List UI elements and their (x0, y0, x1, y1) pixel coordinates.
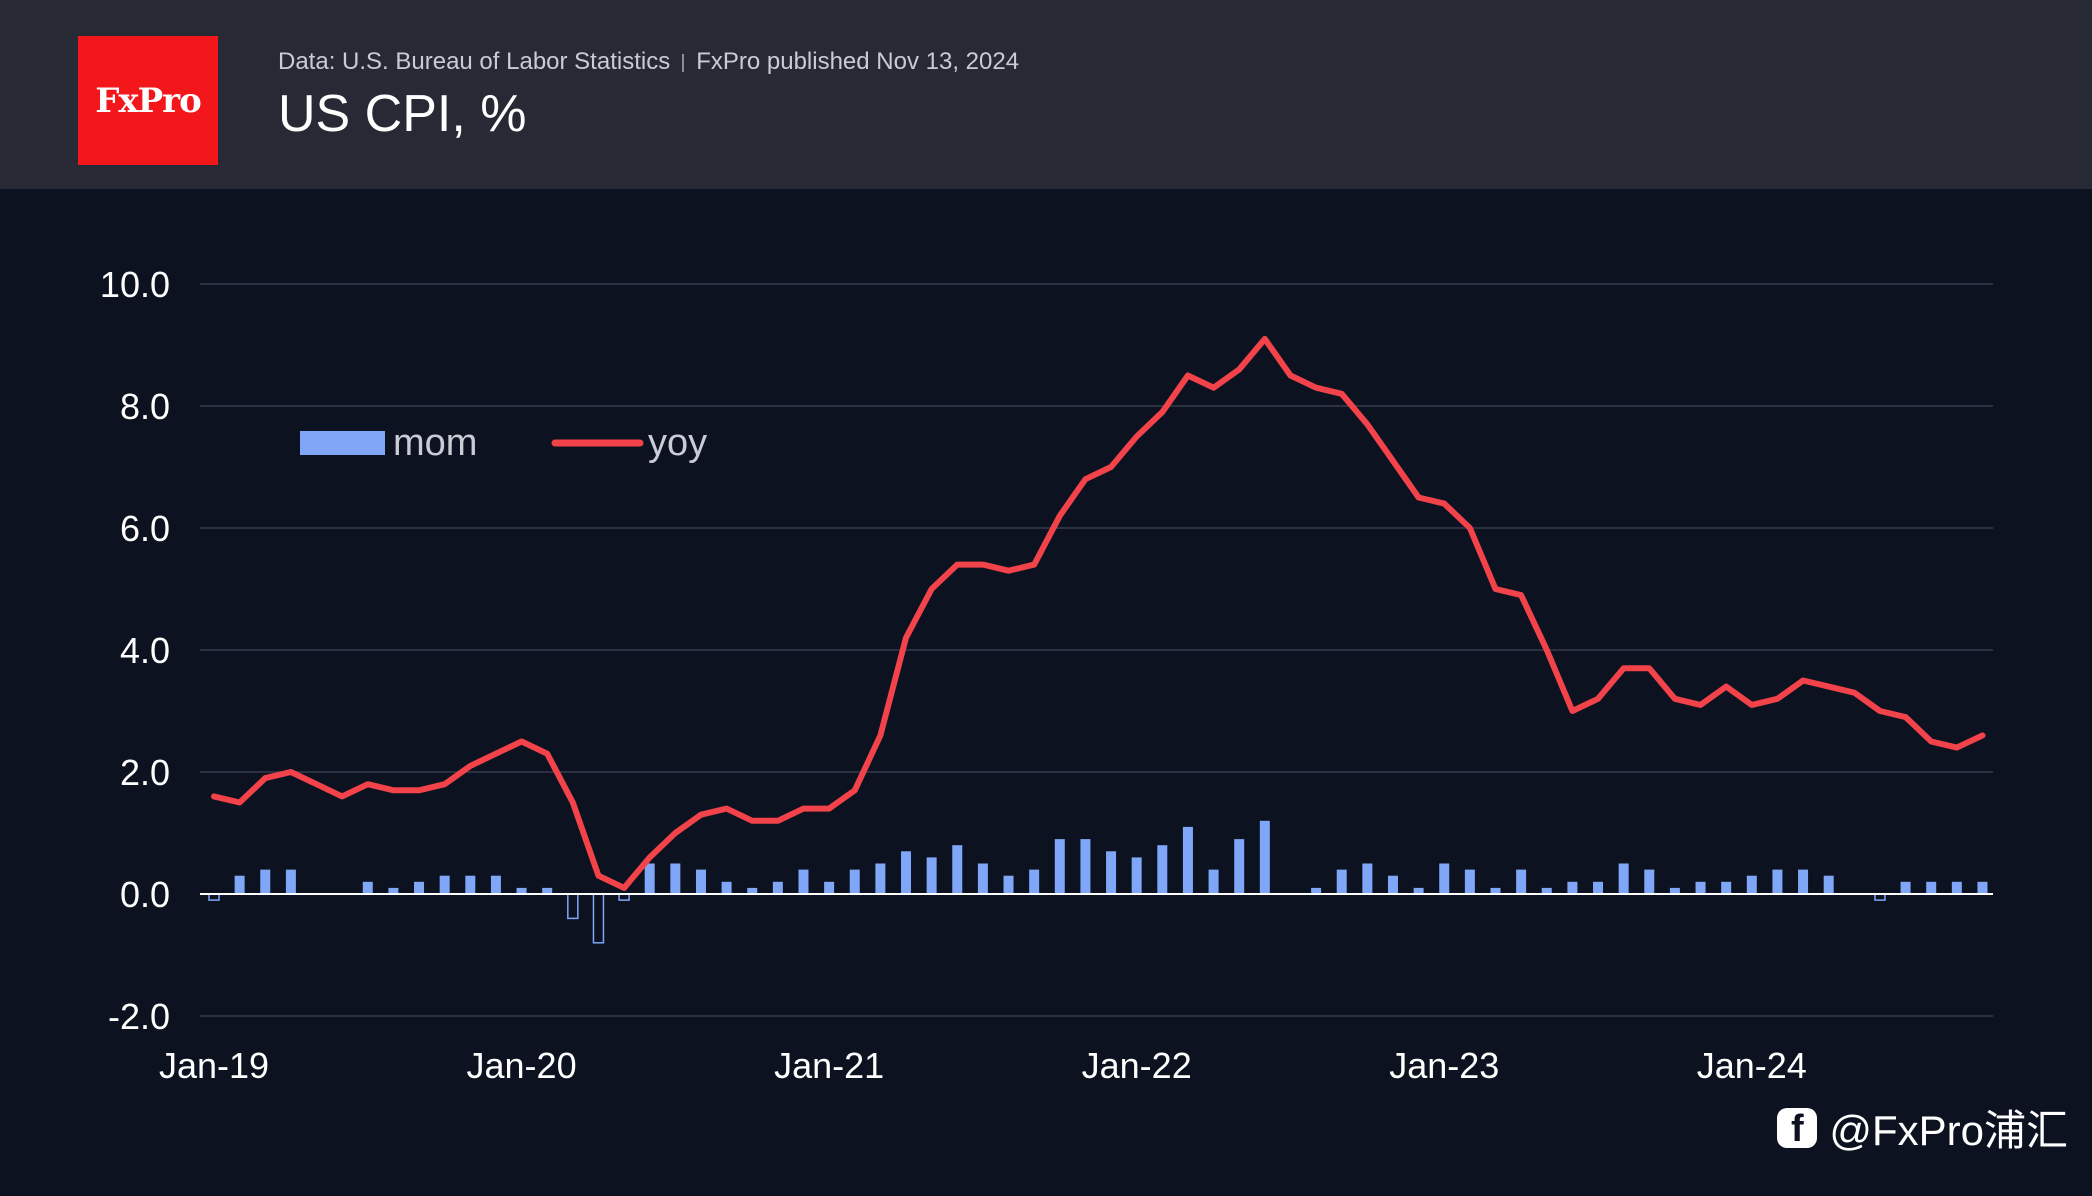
mom-bar (1490, 887, 1501, 894)
mom-bar (1900, 881, 1911, 894)
mom-bar (1106, 851, 1117, 894)
mom-bar (1695, 881, 1706, 894)
mom-bar (875, 863, 886, 894)
legend-mom-label: mom (393, 422, 477, 464)
mom-bar (977, 863, 988, 894)
yoy-line (211, 335, 1986, 891)
mom-bar (1516, 869, 1527, 894)
y-tick-label: 10.0 (100, 264, 170, 305)
legend-yoy-label: yoy (648, 422, 707, 464)
mom-bar (644, 863, 655, 894)
mom-bar (1003, 875, 1014, 894)
x-tick-label: Jan-20 (467, 1045, 577, 1086)
watermark: f @FxPro浦汇 (1777, 1097, 2068, 1158)
x-tick-label: Jan-24 (1697, 1045, 1807, 1086)
mom-bar (1080, 839, 1091, 894)
mom-bar (567, 893, 579, 920)
x-tick-label: Jan-22 (1082, 1045, 1192, 1086)
y-tick-label: 2.0 (120, 752, 170, 793)
x-tick-label: Jan-19 (159, 1045, 269, 1086)
mom-bar (798, 869, 809, 894)
mom-bar (1182, 826, 1193, 894)
mom-bar (1029, 869, 1040, 894)
mom-bar (1593, 881, 1604, 894)
separator (682, 54, 685, 72)
mom-bar (926, 857, 937, 894)
mom-bar (1618, 863, 1629, 894)
mom-bar (542, 887, 553, 894)
mom-bar (1157, 845, 1168, 894)
mom-bar (1772, 869, 1783, 894)
mom-bar (1208, 869, 1219, 894)
y-tick-label: -2.0 (108, 996, 170, 1037)
mom-bar (1567, 881, 1578, 894)
mom-bar (414, 881, 425, 894)
published-date: FxPro published Nov 13, 2024 (696, 48, 1020, 75)
mom-bar (1823, 875, 1834, 894)
data-source: Data: U.S. Bureau of Labor Statistics (278, 48, 671, 75)
mom-bar (1439, 863, 1450, 894)
mom-bar (670, 863, 681, 894)
mom-bar (1951, 881, 1962, 894)
mom-bar (1387, 875, 1398, 894)
mom-bar (490, 875, 501, 894)
mom-bar (1541, 887, 1552, 894)
mom-bar (285, 869, 296, 894)
mom-bar (1362, 863, 1373, 894)
mom-bar (747, 887, 758, 894)
mom-bar (439, 875, 450, 894)
mom-bar (516, 887, 527, 894)
mom-bar (260, 869, 271, 894)
y-tick-label: 4.0 (120, 630, 170, 671)
mom-bar (1054, 839, 1065, 894)
header-bar: FxPro Data: U.S. Bureau of Labor Statist… (0, 0, 2092, 189)
mom-bar (952, 845, 963, 894)
mom-bar (695, 869, 706, 894)
mom-bar (721, 881, 732, 894)
mom-bar (1464, 869, 1475, 894)
mom-bar (234, 875, 245, 894)
legend-mom-swatch (300, 431, 385, 455)
mom-bar (388, 887, 399, 894)
y-tick-label: 8.0 (120, 386, 170, 427)
mom-bar (465, 875, 476, 894)
watermark-text: @FxPro浦汇 (1829, 1107, 2068, 1154)
mom-bar (1977, 881, 1988, 894)
mom-bar (1413, 887, 1424, 894)
mom-bar (1259, 820, 1270, 894)
mom-bar (592, 893, 605, 944)
mom-bar (1131, 857, 1142, 894)
mom-bar (901, 851, 912, 894)
mom-bar (1721, 881, 1732, 894)
x-tick-label: Jan-23 (1389, 1045, 1499, 1086)
facebook-icon: f (1777, 1107, 1818, 1148)
mom-bar (824, 881, 835, 894)
source-line: Data: U.S. Bureau of Labor Statistics Fx… (278, 48, 1019, 76)
mom-bar (1311, 887, 1322, 894)
fxpro-logo: FxPro (78, 36, 218, 165)
mom-bar (1644, 869, 1655, 894)
mom-bar (772, 881, 783, 894)
mom-bar (362, 881, 373, 894)
mom-bar (1336, 869, 1347, 894)
mom-bar (1669, 887, 1680, 894)
mom-bar (1798, 869, 1809, 894)
y-tick-label: 6.0 (120, 508, 170, 549)
x-tick-label: Jan-21 (774, 1045, 884, 1086)
mom-bar (849, 869, 860, 894)
mom-bar (1926, 881, 1937, 894)
mom-bar (1234, 839, 1245, 894)
mom-bar (1746, 875, 1757, 894)
y-tick-label: 0.0 (120, 874, 170, 915)
chart-title: US CPI, % (278, 85, 527, 143)
